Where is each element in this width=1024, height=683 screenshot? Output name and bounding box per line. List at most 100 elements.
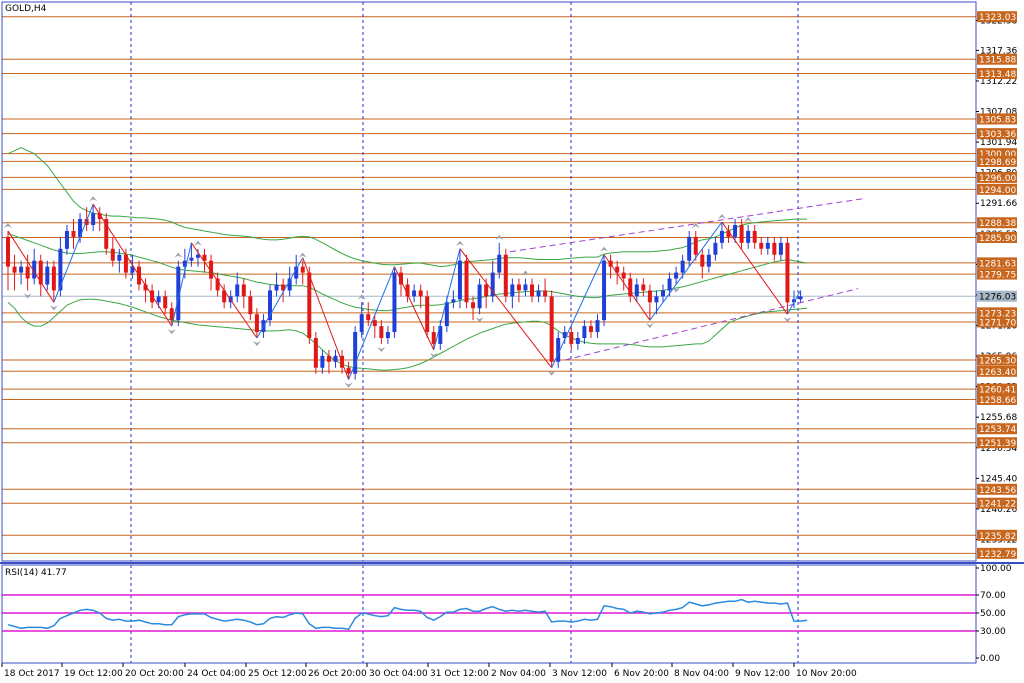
chart-frames — [0, 1, 1024, 664]
candle-body — [274, 284, 279, 291]
candle-body — [189, 257, 194, 261]
price-tick-label: 1255.68 — [980, 413, 1017, 423]
zigzag-segment — [348, 266, 395, 380]
candle-body — [457, 260, 462, 300]
candle-body — [661, 290, 665, 297]
candle-body — [307, 272, 312, 338]
candle-body — [38, 260, 43, 285]
price-level-tag-bg — [977, 257, 1017, 269]
time-axis: 18 Oct 2017 19 Oct 12:00 20 Oct 20:00 24 Oc… — [1, 663, 857, 679]
candle-body — [680, 260, 685, 273]
candle-body — [634, 284, 639, 297]
candle-body — [588, 326, 593, 333]
candle-body — [674, 272, 679, 279]
price-tick-label: 1240.26 — [980, 505, 1017, 515]
time-tick-label: 30 Oct 04:00 — [369, 669, 428, 679]
candle-body — [385, 332, 390, 338]
candle-body — [353, 332, 358, 374]
time-tick-label: 9 Nov 12:00 — [735, 669, 790, 679]
candle-body — [490, 272, 495, 297]
price-level-tag-label: 1305.83 — [979, 115, 1016, 125]
candle-body — [792, 299, 796, 303]
time-tick-label: 8 Nov 04:00 — [674, 669, 729, 679]
price-level-tag-label: 1313.48 — [979, 70, 1016, 80]
price-level-tag-label: 1253.74 — [979, 425, 1016, 435]
candle-body — [182, 260, 187, 267]
candle-body — [71, 230, 76, 237]
fractal-down-arrow — [429, 352, 438, 358]
price-tick-label: 1250.54 — [980, 444, 1017, 454]
candle-body — [300, 266, 305, 273]
candle-body — [765, 242, 770, 249]
price-level-tag-bg — [977, 365, 1017, 377]
candle-body — [215, 278, 220, 291]
zigzag-segment — [256, 257, 304, 339]
candle-body — [64, 230, 69, 249]
candle-body — [412, 290, 417, 297]
zigzag-lines — [7, 203, 801, 380]
candle-body — [693, 236, 698, 255]
candle-body — [615, 266, 620, 273]
candle-body — [431, 332, 436, 344]
candle-body — [333, 355, 338, 362]
price-level-tag-label: 1263.40 — [979, 368, 1016, 378]
price-level-tag-bg — [977, 217, 1017, 229]
zigzag-segment — [459, 248, 553, 369]
candle-body — [706, 254, 711, 267]
fractal-down-arrow — [167, 329, 176, 335]
candle-body — [91, 213, 96, 226]
candle-body — [582, 326, 587, 338]
price-level-tag-label: 1279.75 — [979, 271, 1016, 281]
price-level-tag-bg — [977, 307, 1017, 319]
fractal-down-arrow — [49, 305, 58, 311]
fractal-down-arrow — [23, 293, 32, 299]
candle-body — [562, 332, 567, 338]
fractal-down-arrow — [645, 323, 654, 329]
candle-body — [104, 219, 109, 249]
time-tick-label: 3 Nov 12:00 — [552, 669, 607, 679]
candle-body — [497, 254, 502, 273]
candle-body — [595, 320, 600, 333]
fractal-up-arrow — [174, 252, 183, 258]
fractal-down-arrow — [547, 370, 556, 376]
candle-body — [444, 302, 449, 327]
channel-upper-line — [509, 197, 867, 253]
price-tick-label: 1245.40 — [980, 474, 1017, 484]
price-level-tag-bg — [977, 67, 1017, 79]
candle-body — [130, 266, 135, 273]
candle-body — [19, 266, 24, 273]
price-level-tag-label: 1241.22 — [979, 500, 1016, 510]
candle-body — [222, 290, 227, 303]
candle-body — [287, 278, 292, 291]
candle-body — [156, 296, 161, 303]
price-level-tag-label: 1243.56 — [979, 486, 1016, 496]
price-level-tag-bg — [977, 171, 1017, 183]
candle-body — [169, 308, 174, 321]
time-tick-label: 20 Oct 20:00 — [125, 669, 184, 679]
candle-body — [281, 284, 286, 291]
price-tick-label: 1291.66 — [980, 199, 1017, 209]
candle-body — [516, 284, 521, 291]
candle-body — [117, 254, 122, 261]
zigzag-segment — [721, 221, 788, 315]
candle-body — [536, 290, 541, 297]
rsi-tick-label: 30.00 — [980, 627, 1006, 637]
zigzag-segment — [171, 242, 192, 327]
fractal-up-arrow — [4, 222, 12, 228]
candle-body — [110, 248, 115, 261]
candle-body — [326, 355, 331, 362]
candle-body — [320, 355, 325, 368]
fractal-up-arrow — [357, 294, 366, 300]
candle-body — [719, 230, 724, 243]
price-level-tag-bg — [977, 148, 1017, 160]
zigzag-segment — [302, 257, 350, 380]
price-level-tag-label: 1273.23 — [979, 309, 1016, 319]
fractal-down-arrow — [672, 287, 681, 293]
price-level-tag-label: 1288.38 — [979, 219, 1016, 229]
price-level-tag-bg — [977, 231, 1017, 243]
price-level-tag-bg — [977, 316, 1017, 328]
price-level-tag-label: 1251.39 — [979, 439, 1016, 449]
candle-body — [123, 254, 128, 273]
candle-body — [510, 284, 515, 297]
